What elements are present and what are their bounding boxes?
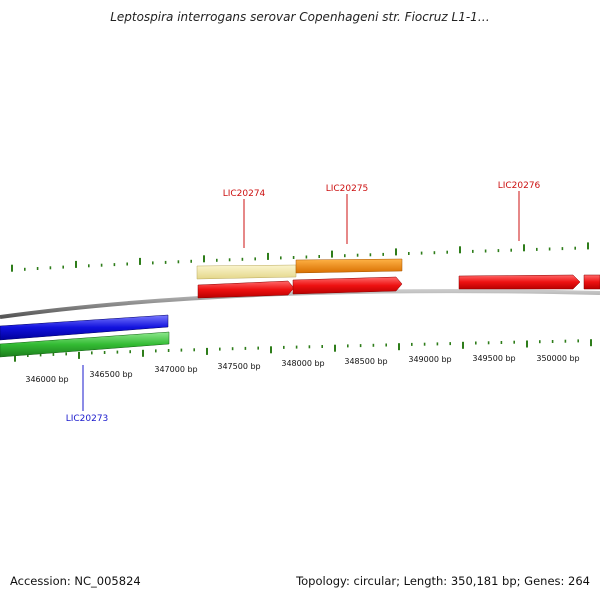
gene-bar-green[interactable] [0,331,170,358]
genome-title: Leptospira interrogans serovar Copenhage… [110,10,490,24]
gene-label-lic20276[interactable]: LIC20276 [498,181,541,191]
lower-tick-row [14,339,592,362]
genome-backbone [0,289,600,319]
gene-arrow-lic20275[interactable] [292,276,403,295]
gene-arrow-lic20276[interactable] [458,274,581,290]
tick-label: 349000 bp [408,355,451,364]
tick-label: 347000 bp [154,365,197,374]
gene-arrow-right-edge[interactable] [583,274,600,290]
tick-label: 346000 bp [25,375,68,384]
gene-orange-feature[interactable] [295,258,403,274]
tick-label: 348000 bp [281,359,324,368]
gene-pale-feature[interactable] [196,264,297,280]
tick-label: 347500 bp [217,362,260,371]
tick-label: 346500 bp [89,370,132,379]
gene-bar-lic20273[interactable] [0,314,169,341]
tick-label: 349500 bp [472,354,515,363]
tick-label: 350000 bp [536,354,579,363]
gene-label-lic20274[interactable]: LIC20274 [223,189,266,199]
tick-label: 348500 bp [344,357,387,366]
genome-summary-label: Topology: circular; Length: 350,181 bp; … [296,574,590,588]
gene-label-lic20275[interactable]: LIC20275 [326,184,369,194]
gene-arrow-lic20274[interactable] [197,280,295,299]
accession-label: Accession: NC_005824 [10,574,141,588]
upper-tick-row [11,242,589,272]
gene-label-lic20273[interactable]: LIC20273 [66,414,109,424]
